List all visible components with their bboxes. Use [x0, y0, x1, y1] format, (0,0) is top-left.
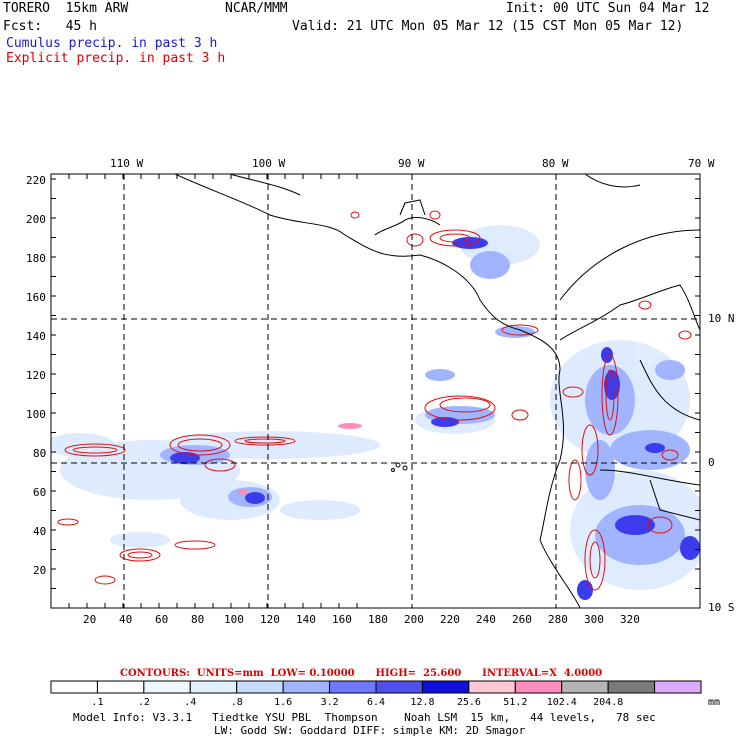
x-tick-label: 20	[83, 613, 97, 626]
lat-label: 10 S	[708, 601, 735, 614]
lon-label: 110 W	[110, 157, 144, 170]
colorbar-segment	[329, 680, 377, 694]
contour-info: CONTOURS: UNITS=mm LOW= 0.10000 HIGH= 25…	[120, 668, 603, 679]
y-tick-label: 40	[33, 525, 47, 538]
x-tick-label: 320	[620, 613, 640, 626]
x-tick-label: 140	[296, 613, 316, 626]
org-label: NCAR/MMM	[225, 1, 288, 16]
forecast-hour: Fcst: 45 h	[3, 19, 97, 34]
colorbar-segment	[468, 680, 516, 694]
colorbar-label: 25.6	[456, 697, 481, 708]
x-tick-label: 300	[584, 613, 604, 626]
lat-lon-grid	[51, 174, 700, 608]
colorbar-segment	[561, 680, 609, 694]
x-tick-label: 40	[119, 613, 133, 626]
colorbar-segment	[514, 680, 563, 694]
colorbar-label: 102.4	[546, 697, 577, 708]
x-tick-label: 120	[260, 613, 280, 626]
y-tick-label: 220	[26, 174, 46, 187]
colorbar-label: 51.2	[503, 697, 528, 708]
y-tick-label: 60	[33, 486, 47, 499]
y-tick-label: 160	[26, 291, 46, 304]
colorbar-segment	[421, 680, 470, 694]
lon-label: 70 W	[688, 157, 715, 170]
colorbar-segment	[189, 680, 238, 694]
lon-label: 90 W	[398, 157, 425, 170]
colorbar-unit: mm	[708, 697, 721, 708]
x-tick-label: 280	[548, 613, 568, 626]
y-tick-label: 140	[26, 330, 46, 343]
x-tick-label: 220	[440, 613, 460, 626]
colorbar-segment	[143, 680, 191, 694]
map-frame	[50, 173, 701, 609]
colorbar-label: 3.2	[320, 697, 339, 708]
y-tick-label: 80	[33, 447, 47, 460]
x-tick-label: 60	[155, 613, 169, 626]
y-tick-label: 120	[26, 369, 46, 382]
colorbar-segment	[50, 680, 98, 694]
pink-precip-cores	[238, 423, 362, 495]
colorbar-label: .8	[230, 697, 243, 708]
init-time: Init: 00 UTC Sun 04 Mar 12	[506, 1, 710, 16]
model-info: Model Info: V3.3.1 Tiedtke YSU PBL Thomp…	[73, 711, 656, 724]
x-tick-label: 200	[404, 613, 424, 626]
x-tick-label: 180	[368, 613, 388, 626]
y-tick-label: 20	[33, 564, 47, 577]
colorbar-segment	[375, 680, 423, 694]
explicit-precip-contours	[57, 210, 692, 591]
lat-label: 10 N	[708, 312, 735, 325]
lon-label: 100 W	[252, 157, 286, 170]
colorbar-label: 1.6	[274, 697, 293, 708]
axis-ticks	[50, 174, 700, 609]
colorbar-segment	[654, 680, 702, 694]
x-tick-label: 240	[476, 613, 496, 626]
lat-label: 0	[708, 456, 715, 469]
colorbar-label: 204.8	[593, 697, 624, 708]
colorbar-label: 6.4	[367, 697, 386, 708]
lon-label: 80 W	[542, 157, 569, 170]
coastlines	[174, 174, 700, 608]
physics-info: LW: Godd SW: Goddard DIFF: simple KM: 2D…	[214, 724, 526, 737]
colorbar-segment	[282, 680, 331, 694]
colorbar-segment	[96, 680, 145, 694]
cumulus-field-label: Cumulus precip. in past 3 h	[6, 36, 218, 51]
y-tick-label: 200	[26, 213, 46, 226]
colorbar-label: .1	[91, 697, 104, 708]
model-title: TORERO 15km ARW	[3, 1, 129, 16]
x-tick-label: 260	[512, 613, 532, 626]
heavy-precip-shading	[170, 237, 700, 600]
x-tick-label: 100	[224, 613, 244, 626]
colorbar-label: .2	[137, 697, 150, 708]
colorbar-label: 12.8	[410, 697, 435, 708]
y-tick-label: 180	[26, 252, 46, 265]
colorbar-segment	[607, 680, 656, 694]
colorbar-label: .4	[184, 697, 197, 708]
colorbar-segment	[236, 680, 284, 694]
colorbar	[50, 680, 702, 694]
valid-time: Valid: 21 UTC Mon 05 Mar 12 (15 CST Mon …	[292, 19, 684, 34]
precip-fields	[51, 174, 700, 608]
x-tick-label: 160	[332, 613, 352, 626]
y-tick-label: 100	[26, 408, 46, 421]
explicit-field-label: Explicit precip. in past 3 h	[6, 51, 226, 66]
x-tick-label: 80	[191, 613, 205, 626]
